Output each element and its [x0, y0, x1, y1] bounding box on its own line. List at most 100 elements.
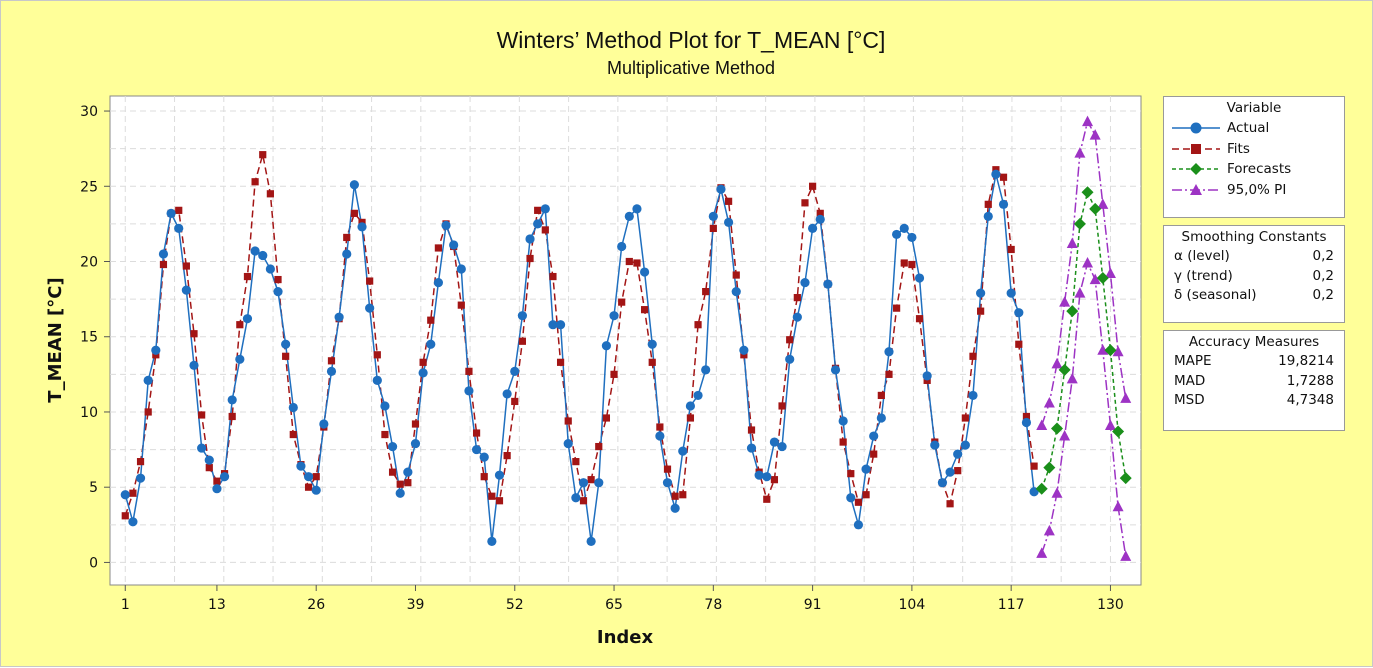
forecast-point [1035, 482, 1048, 495]
fits-point [999, 173, 1008, 181]
fits-point [182, 262, 190, 270]
actual-point [785, 354, 795, 364]
actual-point [983, 211, 993, 221]
actual-point [907, 232, 917, 243]
actual-point [418, 368, 428, 378]
fits-point [579, 497, 588, 505]
actual-point [395, 488, 405, 498]
fits-point [373, 351, 381, 359]
actual-point [953, 449, 963, 459]
fits-point [900, 259, 908, 267]
smoothing-row: γ (trend) 0,2 [1164, 267, 1344, 287]
pi-upper-point [1074, 147, 1086, 158]
fits-point [671, 492, 679, 500]
fits-point [381, 430, 389, 439]
fits-point [388, 468, 397, 476]
fits-point [472, 429, 481, 437]
forecast-point [1043, 461, 1056, 474]
fits-point [327, 357, 336, 365]
fits-point [251, 178, 259, 186]
y-tick-label: 20 [80, 255, 98, 271]
legend-box: Variable Actual Fits Forecasts [1163, 96, 1345, 218]
pi-upper-point [1097, 198, 1109, 209]
fits-point [877, 391, 885, 400]
actual-point [410, 438, 421, 449]
fits-point [274, 275, 282, 284]
actual-point [884, 347, 894, 357]
actual-point [426, 339, 436, 349]
pi-lower-point [1097, 344, 1109, 355]
y-tick-label: 0 [89, 555, 98, 571]
forecast-point [1066, 305, 1079, 318]
fits-point [129, 489, 137, 497]
actual-point [724, 217, 734, 227]
fits-point [366, 277, 374, 285]
fits-point [259, 151, 267, 159]
accuracy-row: MSD 4,7348 [1164, 391, 1344, 411]
actual-point [846, 493, 856, 503]
x-tick-label: 1 [121, 597, 130, 613]
smoothing-label: γ (trend) [1174, 267, 1233, 284]
actual-point [219, 472, 230, 482]
actual-point [189, 360, 199, 370]
fits-point [534, 206, 542, 214]
actual-point [365, 303, 375, 313]
fits-point [564, 417, 572, 425]
fits-point [175, 206, 183, 214]
fits-point [488, 492, 496, 500]
x-tick-label: 26 [307, 597, 325, 613]
pi-lower-point [1112, 500, 1124, 512]
actual-point [166, 208, 176, 218]
actual-point [303, 472, 314, 482]
legend-title: Variable [1226, 100, 1282, 116]
pi-lower-point [1120, 550, 1132, 561]
fits-point [977, 307, 985, 315]
actual-point [242, 314, 253, 324]
actual-point [433, 277, 443, 288]
forecast-point [1050, 422, 1063, 435]
actual-point [449, 240, 459, 250]
actual-point [334, 312, 344, 322]
actual-point [922, 371, 932, 381]
actual-point [548, 320, 558, 330]
pi-upper-point [1082, 115, 1094, 127]
legend-item-fits: Fits [1164, 139, 1344, 160]
fits-point [411, 420, 420, 428]
actual-point [632, 204, 642, 214]
actual-point [754, 470, 764, 480]
fits-point [732, 271, 740, 279]
actual-point [281, 339, 291, 349]
actual-point [227, 395, 237, 405]
x-tick-label: 39 [407, 597, 425, 613]
smoothing-label: δ (seasonal) [1174, 287, 1257, 303]
fits-point [961, 414, 969, 422]
actual-point [517, 311, 528, 321]
actual-point [250, 246, 260, 256]
actual-point [1006, 288, 1016, 298]
fits-point [243, 272, 252, 281]
fits-point [602, 414, 611, 422]
x-tick-label: 78 [704, 597, 722, 613]
accuracy-label: MAPE [1174, 353, 1212, 369]
fits-point [625, 257, 633, 266]
series-layer [120, 115, 1132, 561]
accuracy-row: MAD 1,7288 [1164, 372, 1344, 392]
actual-point [746, 443, 757, 453]
fits-point [1022, 412, 1031, 421]
legend-item-forecasts: Forecasts [1164, 159, 1344, 180]
x-tick-label: 130 [1097, 597, 1124, 613]
fits-point [572, 458, 580, 466]
fits-point [434, 244, 442, 252]
actual-point [685, 401, 696, 411]
pi-upper-point [1104, 267, 1116, 279]
actual-point [670, 503, 680, 513]
actual-point [914, 273, 925, 283]
accuracy-label: MSD [1174, 392, 1205, 408]
x-tick-label: 104 [899, 597, 926, 613]
actual-point [479, 452, 489, 462]
actual-point [487, 536, 497, 546]
fits-point [908, 260, 916, 269]
actual-point [357, 222, 367, 232]
actual-point [930, 440, 940, 450]
